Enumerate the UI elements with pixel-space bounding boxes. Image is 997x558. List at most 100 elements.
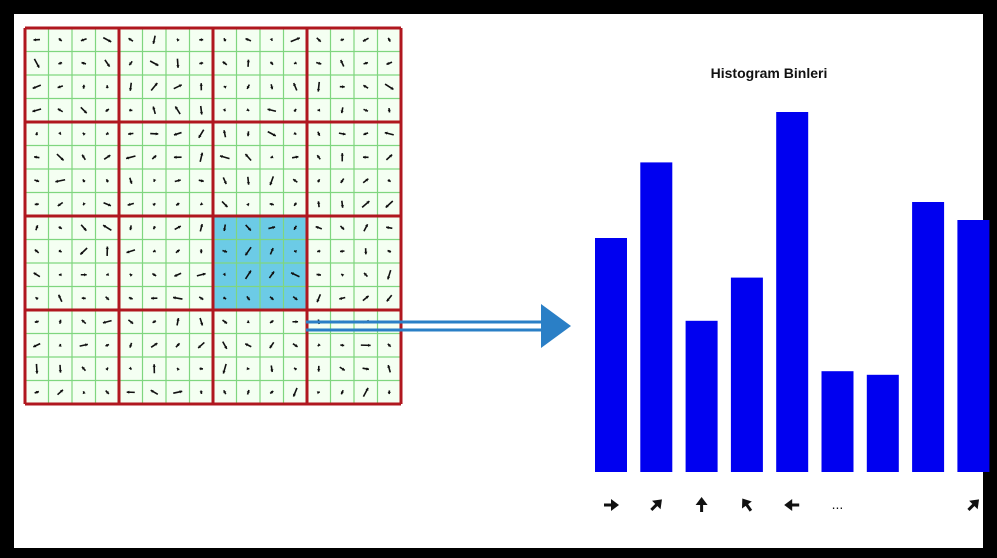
gradient-arrow-head: [248, 270, 251, 274]
gradient-arrow-head: [58, 294, 62, 298]
gradient-arrow: [362, 155, 369, 159]
gradient-arrow-head: [317, 108, 321, 112]
gradient-arrow: [291, 155, 299, 159]
gradient-arrow: [269, 202, 274, 206]
gradient-arrow: [80, 273, 87, 277]
gradient-arrow: [340, 38, 345, 42]
gradient-arrow-head: [58, 38, 62, 42]
bin-arrow-head: [611, 499, 619, 511]
gradient-arrow-head: [388, 37, 391, 41]
gradient-arrow: [150, 389, 159, 395]
histogram-bar: [821, 371, 854, 472]
gradient-arrow-head: [176, 343, 180, 347]
gradient-arrow-head: [340, 110, 344, 114]
gradient-arrow: [316, 154, 321, 160]
gradient-arrow-head: [36, 179, 40, 183]
gradient-arrow-head: [386, 226, 389, 230]
gradient-arrow: [246, 320, 250, 324]
gradient-arrow: [174, 179, 181, 183]
bin-arrow-head: [695, 497, 708, 505]
gradient-arrow-head: [107, 203, 111, 207]
gradient-arrow: [246, 59, 250, 67]
gradient-arrow: [81, 319, 87, 325]
gradient-arrow-head: [316, 391, 320, 395]
gradient-arrow: [34, 249, 40, 254]
gradient-arrow: [339, 85, 345, 89]
gradient-arrow-head: [366, 201, 370, 204]
gradient-arrow-head: [387, 343, 391, 347]
gradient-arrow-head: [198, 345, 202, 349]
gradient-arrow: [292, 178, 298, 183]
gradient-arrow: [387, 364, 392, 373]
gradient-arrow: [362, 367, 370, 371]
gradient-arrow: [128, 366, 133, 371]
gradient-arrow: [222, 272, 226, 277]
gradient-arrow-head: [246, 181, 251, 185]
gradient-arrow: [105, 343, 110, 347]
gradient-arrow-head: [340, 59, 344, 63]
gradient-arrow-head: [83, 296, 86, 300]
gradient-arrow: [106, 272, 110, 276]
gradient-arrow-head: [178, 84, 182, 88]
gradient-arrow-head: [245, 38, 249, 42]
gradient-arrow-head: [340, 391, 344, 395]
gradient-arrow-head: [270, 248, 274, 252]
gradient-arrow-head: [342, 85, 345, 89]
gradient-arrow: [196, 272, 206, 277]
gradient-arrow-head: [317, 369, 321, 372]
gradient-arrow: [199, 152, 204, 162]
gradient-arrow: [58, 249, 63, 253]
gradient-arrow: [176, 367, 180, 371]
gradient-arrow: [270, 365, 274, 373]
gradient-arrow-head: [106, 344, 109, 347]
gradient-arrow-head: [176, 202, 180, 206]
gradient-arrow: [222, 341, 228, 350]
gradient-arrow: [246, 367, 250, 371]
gradient-arrow-head: [175, 106, 179, 110]
gradient-arrow: [152, 35, 156, 44]
gradient-arrow-head: [152, 106, 156, 110]
bin-arrow-head: [741, 498, 752, 509]
gradient-arrow-head: [85, 343, 88, 347]
gradient-arrow: [384, 131, 394, 136]
gradient-arrow-head: [246, 59, 250, 63]
gradient-grid: [23, 26, 403, 406]
gradient-arrow-head: [81, 319, 85, 323]
gradient-arrow-head: [270, 155, 274, 159]
gradient-arrow-head: [293, 83, 297, 87]
gradient-arrow: [57, 108, 64, 113]
gradient-arrow: [129, 342, 133, 348]
gradient-arrow: [268, 271, 275, 279]
gradient-arrow-head: [224, 204, 228, 208]
gradient-arrow: [293, 367, 298, 371]
gradient-arrow: [129, 225, 133, 231]
gradient-arrow-head: [152, 40, 156, 44]
gradient-arrow: [80, 106, 88, 114]
gradient-arrow-head: [364, 251, 368, 255]
gradient-arrow-head: [270, 296, 274, 300]
gradient-arrow: [293, 131, 297, 136]
gradient-arrow: [55, 178, 66, 183]
gradient-arrow: [386, 226, 393, 230]
gradient-arrow: [58, 226, 63, 230]
gradient-arrow-head: [363, 132, 367, 136]
gradient-arrow-head: [129, 180, 133, 184]
gradient-arrow: [125, 155, 136, 160]
gradient-arrow-head: [106, 63, 110, 67]
gradient-arrow-head: [365, 295, 369, 299]
gradient-arrow-head: [177, 38, 180, 42]
gradient-arrow: [58, 61, 63, 65]
gradient-arrow: [152, 320, 157, 324]
gradient-arrow: [126, 390, 135, 394]
gradient-arrow-head: [81, 61, 85, 65]
gradient-arrow-head: [223, 390, 227, 394]
gradient-arrow: [174, 225, 182, 231]
gradient-arrow: [153, 178, 157, 183]
gradient-arrow: [316, 273, 322, 277]
gradient-arrow: [129, 108, 133, 112]
gradient-arrow-head: [33, 272, 37, 276]
gradient-arrow-head: [341, 273, 345, 277]
gradient-arrow: [270, 84, 274, 90]
gradient-arrow: [269, 247, 274, 255]
gradient-arrow: [127, 319, 134, 325]
